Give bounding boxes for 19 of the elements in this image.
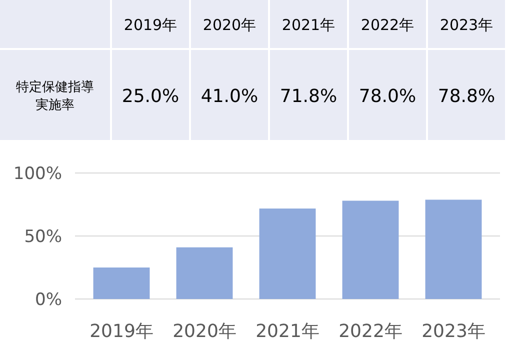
y-tick-label: 0% bbox=[35, 290, 62, 310]
category-label: 2022年 bbox=[360, 16, 414, 34]
y-tick-label: 100% bbox=[13, 164, 62, 184]
data-label: 41.0% bbox=[200, 86, 258, 107]
category-label: 2020年 bbox=[202, 16, 256, 34]
x-tick-label: 2023年 bbox=[422, 321, 486, 342]
x-tick-label: 2022年 bbox=[338, 321, 402, 342]
data-label: 25.0% bbox=[122, 86, 180, 107]
x-tick-label: 2019年 bbox=[90, 321, 154, 342]
data-label: 78.0% bbox=[358, 86, 416, 107]
category-label: 2019年 bbox=[124, 16, 178, 34]
category-label: 2023年 bbox=[440, 16, 494, 34]
text: 特定保健指導実施率 bbox=[16, 80, 94, 113]
y-tick-label: 50% bbox=[24, 227, 62, 247]
data-label: 78.8% bbox=[438, 86, 496, 107]
x-tick-label: 2020年 bbox=[172, 321, 236, 342]
category-label: 2021年 bbox=[282, 16, 336, 34]
x-tick-label: 2021年 bbox=[256, 321, 320, 342]
data-label: 71.8% bbox=[280, 86, 338, 107]
